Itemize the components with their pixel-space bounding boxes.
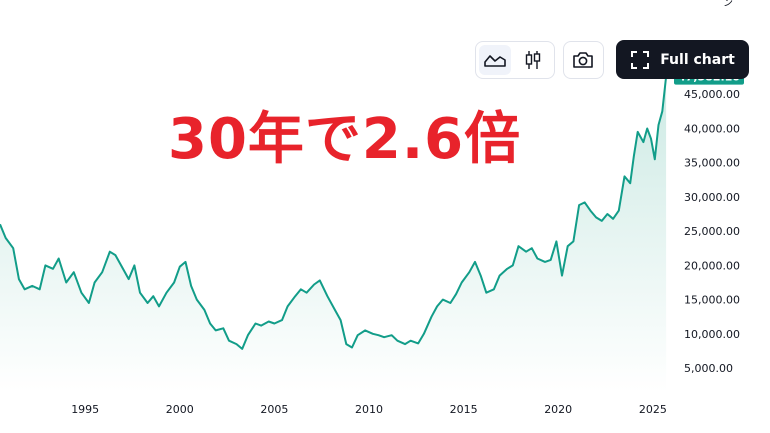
y-tick-label: 30,000.00 (684, 191, 740, 204)
overlay-title: 30年で2.6倍 (168, 107, 522, 172)
y-tick-label: 35,000.00 (684, 157, 740, 170)
y-tick-label: 40,000.00 (684, 123, 740, 136)
chart-style-toggle (475, 41, 555, 79)
candlestick-icon (525, 51, 541, 69)
y-tick-label: 45,000.00 (684, 88, 740, 101)
corner-text: ン (723, 0, 733, 9)
area-chart-icon (484, 55, 506, 67)
price-area (0, 76, 667, 392)
x-tick-label: 2025 (639, 403, 667, 416)
x-tick-label: 2010 (355, 403, 383, 416)
price-line (0, 76, 668, 350)
y-tick-label: 10,000.00 (684, 328, 740, 341)
snapshot-group (563, 41, 604, 79)
area-chart-button[interactable] (479, 45, 511, 75)
x-tick-label: 1995 (71, 403, 99, 416)
fullscreen-icon (631, 50, 650, 69)
candlestick-button[interactable] (517, 45, 549, 75)
y-tick-label: 5,000.00 (684, 362, 733, 375)
y-axis: 5,000.00 10,000.00 15,000.00 20,000.00 25,00… (684, 88, 740, 375)
x-axis: 1995 2000 2005 2010 2015 2020 2025 (71, 403, 667, 416)
y-tick-label: 20,000.00 (684, 259, 740, 272)
x-tick-label: 2000 (166, 403, 194, 416)
x-tick-label: 2015 (450, 403, 478, 416)
y-tick-label: 25,000.00 (684, 225, 740, 238)
full-chart-label: Full chart (660, 51, 735, 68)
x-tick-label: 2020 (544, 403, 572, 416)
x-tick-label: 2005 (260, 403, 288, 416)
snapshot-button[interactable] (567, 45, 599, 75)
full-chart-button[interactable]: Full chart (616, 40, 749, 79)
camera-icon (573, 52, 593, 68)
price-line-group (0, 76, 668, 350)
area-fill (0, 76, 667, 392)
y-tick-label: 15,000.00 (684, 294, 740, 307)
